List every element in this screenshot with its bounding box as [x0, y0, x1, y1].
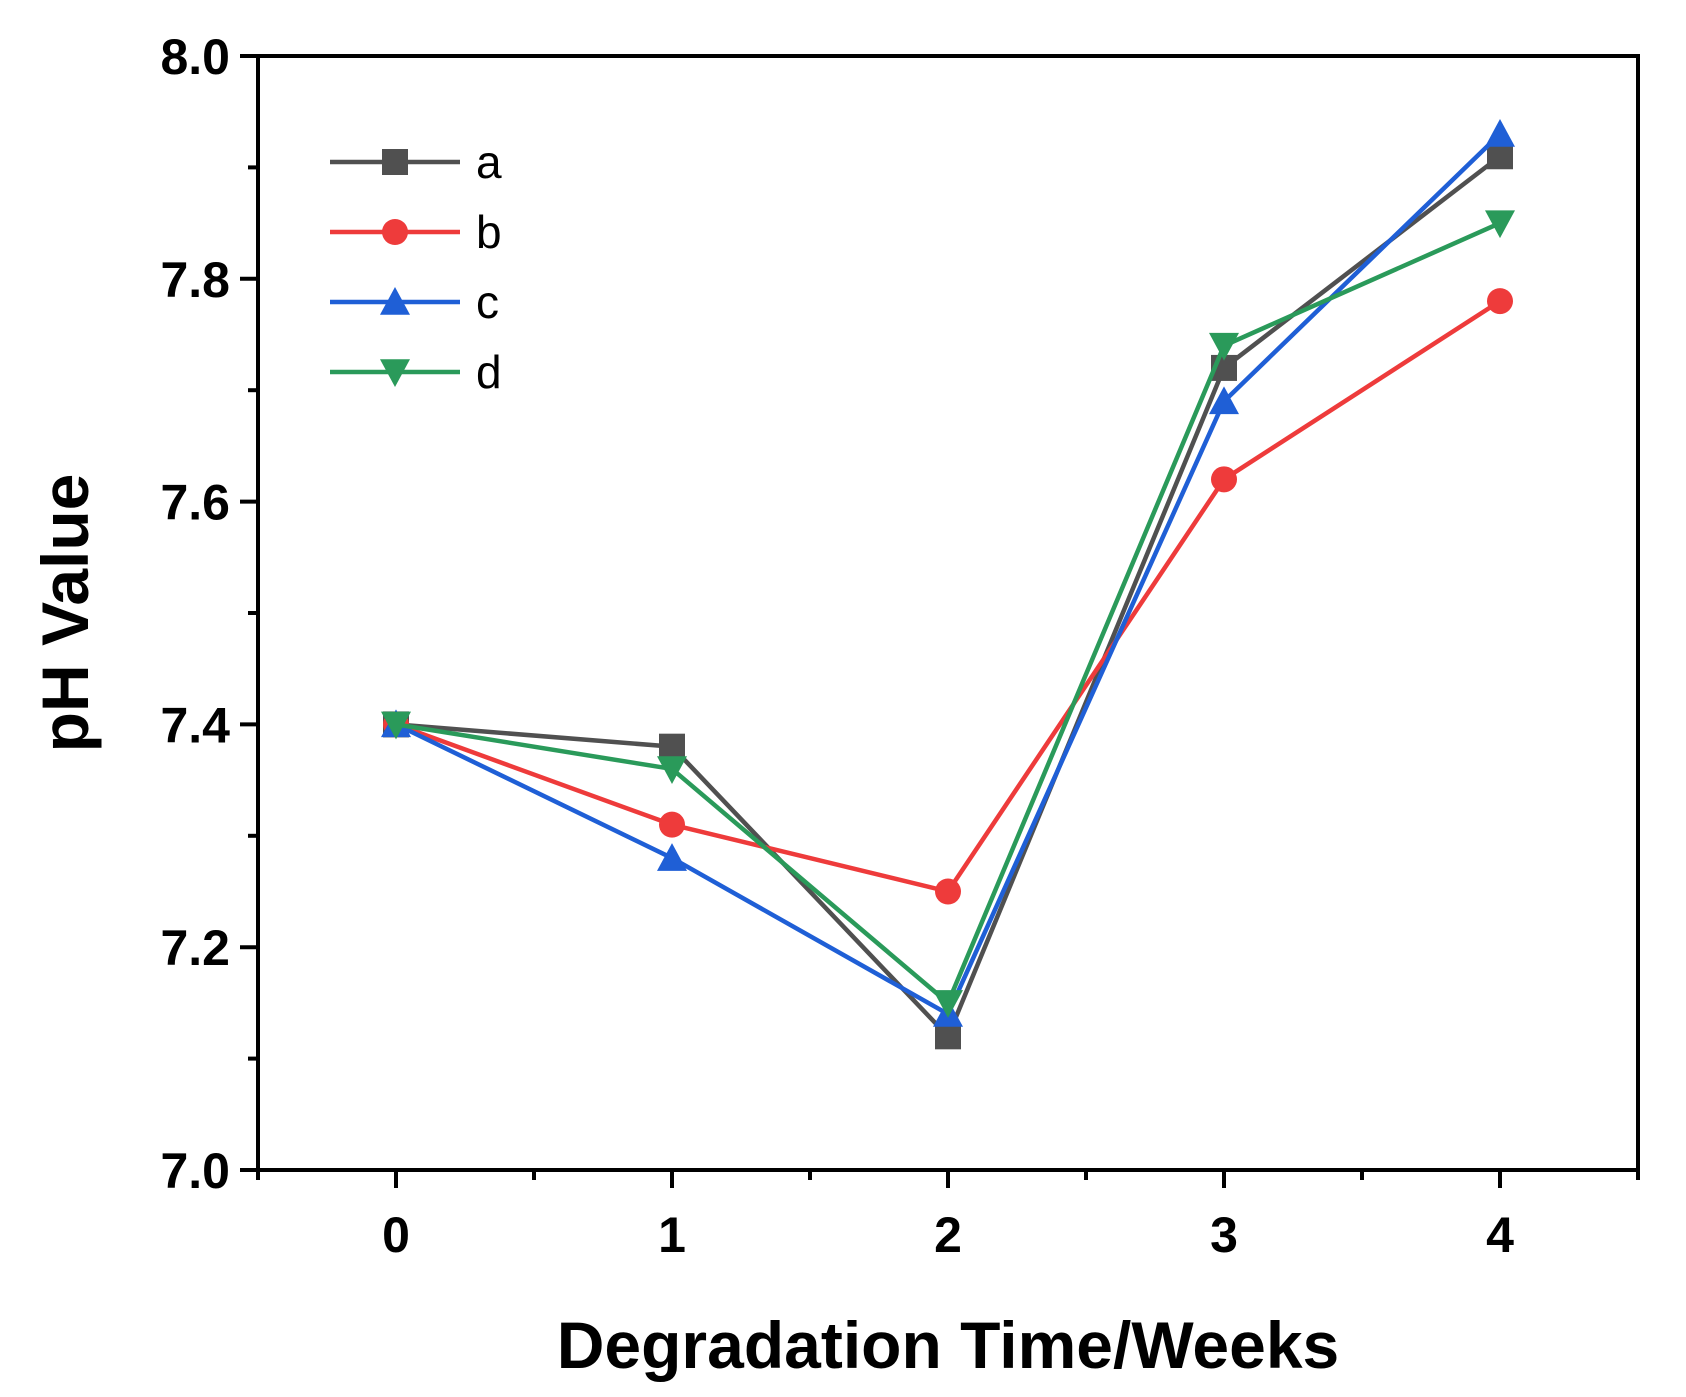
x-tick-label: 4 — [1486, 1207, 1514, 1263]
legend-marker — [382, 149, 408, 175]
legend-label: a — [476, 136, 502, 188]
series-a-point — [935, 1023, 961, 1050]
series-d-point — [1209, 332, 1239, 361]
x-tick-label: 1 — [658, 1207, 686, 1263]
series-b-point — [935, 878, 961, 905]
legend-item-a: a — [330, 136, 502, 188]
y-tick-label: 7.0 — [160, 1143, 230, 1199]
y-tick-label: 8.0 — [160, 29, 230, 85]
legend-label: c — [476, 276, 499, 328]
x-tick-label: 0 — [382, 1207, 410, 1263]
y-tick-label: 7.6 — [160, 475, 230, 531]
legend-item-c: c — [330, 276, 499, 328]
y-axis-title: pH Value — [28, 474, 102, 753]
legend-item-b: b — [330, 206, 502, 258]
series-c-point — [1209, 386, 1239, 415]
x-tick-label: 2 — [934, 1207, 962, 1263]
y-tick-label: 7.2 — [160, 920, 230, 976]
series-b-point — [1211, 466, 1237, 493]
series-d-point — [933, 990, 963, 1018]
series-d-point — [1485, 210, 1515, 239]
axis-ticks: 7.0 7.2 7.4 7.6 7.8 8.0 0 1 2 3 4 — [160, 29, 1640, 1263]
y-tick-label: 7.8 — [160, 252, 230, 308]
series-b — [383, 288, 1513, 905]
series-d — [381, 210, 1515, 1018]
legend-item-d: d — [330, 346, 502, 398]
legend-marker — [382, 219, 408, 245]
series-a-point — [1487, 143, 1513, 170]
series-a-point — [659, 733, 685, 760]
series-d-point — [381, 711, 411, 740]
series-c-point — [1485, 118, 1515, 147]
series-b-point — [1487, 288, 1513, 315]
x-tick-label: 3 — [1210, 1207, 1238, 1263]
series-d-point — [657, 756, 687, 784]
legend-marker — [380, 359, 410, 387]
data-series — [381, 118, 1515, 1050]
series-c-point — [657, 843, 687, 871]
x-axis-title: Degradation Time/Weeks — [557, 1308, 1340, 1382]
series-a — [383, 143, 1513, 1050]
legend-marker — [380, 287, 410, 315]
legend-label: d — [476, 346, 502, 398]
y-tick-label: 7.4 — [160, 697, 230, 753]
legend-label: b — [476, 206, 502, 258]
series-b-point — [659, 811, 685, 838]
